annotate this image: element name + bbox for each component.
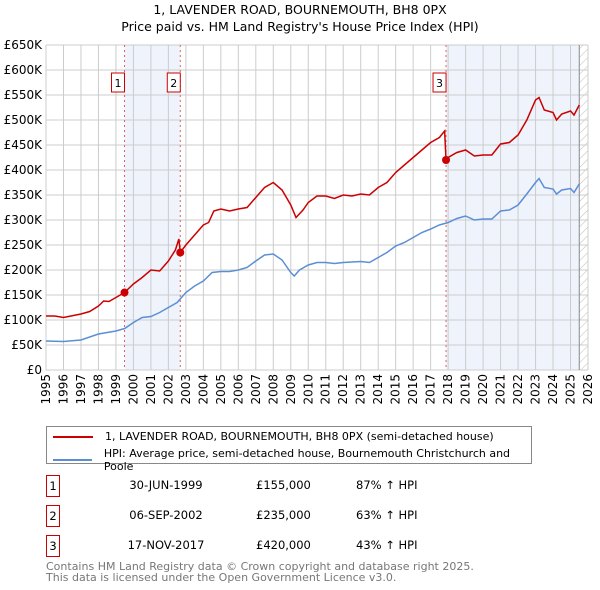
x-tick-label: 2022 <box>511 374 525 405</box>
x-tick-label: 2021 <box>494 374 508 405</box>
x-tick-label: 1996 <box>56 374 70 405</box>
transaction-price: £420,000 <box>256 538 311 552</box>
marker-label: 2 <box>170 77 177 90</box>
y-tick-label: £250K <box>4 238 44 252</box>
x-tick-label: 2001 <box>144 374 158 405</box>
transaction-row: 3 17-NOV-2017 £420,000 43% ↑ HPI <box>46 535 446 557</box>
x-tick-label: 2023 <box>529 374 543 405</box>
marker-badge: 2 <box>46 505 60 527</box>
x-tick-label: 2010 <box>301 374 315 405</box>
x-tick-label: 2003 <box>179 374 193 405</box>
marker-label: 1 <box>115 77 122 90</box>
price-chart: £0 £50K £100K £150K £200K £250K £300K £350K £400… <box>4 38 595 405</box>
y-tick-label: £450K <box>4 138 44 152</box>
transaction-hpi: 43% ↑ HPI <box>356 538 418 552</box>
x-tick-label: 1995 <box>39 374 53 405</box>
y-tick-label: £650K <box>4 38 44 52</box>
x-tick-label: 2018 <box>441 374 455 405</box>
y-tick-label: £100K <box>4 313 44 327</box>
x-tick-label: 2006 <box>231 374 245 405</box>
x-tick-label: 2011 <box>319 374 333 405</box>
y-tick-label: £500K <box>4 113 44 127</box>
legend: 1, LAVENDER ROAD, BOURNEMOUTH, BH8 0PX (… <box>46 426 532 473</box>
property-price-line <box>46 96 580 319</box>
y-tick-label: £550K <box>4 88 44 102</box>
legend-label: HPI: Average price, semi-detached house,… <box>103 447 511 473</box>
y-tick-label: £200K <box>4 263 44 277</box>
transaction-price: £155,000 <box>256 478 311 492</box>
x-tick-label: 2019 <box>459 374 473 405</box>
y-tick-label: £300K <box>4 213 44 227</box>
future-hatch <box>579 45 588 370</box>
transaction-date: 06-SEP-2002 <box>129 508 203 522</box>
x-tick-label: 2015 <box>389 374 403 405</box>
legend-swatch-blue <box>53 459 92 461</box>
y-tick-label: £0 <box>27 363 42 377</box>
x-tick-label: 2007 <box>249 374 263 405</box>
marker-badge: 1 <box>46 475 60 497</box>
legend-label: 1, LAVENDER ROAD, BOURNEMOUTH, BH8 0PX (… <box>105 430 494 443</box>
x-tick-label: 2014 <box>371 374 385 405</box>
y-tick-label: £400K <box>4 163 44 177</box>
x-tick-label: 1997 <box>74 374 88 405</box>
x-tick-label: 2017 <box>424 374 438 405</box>
x-tick-label: 2013 <box>354 374 368 405</box>
x-tick-label: 2024 <box>546 374 560 405</box>
marker-label-box <box>432 72 447 93</box>
transaction-price: £235,000 <box>256 508 311 522</box>
x-tick-label: 2009 <box>284 374 298 405</box>
y-tick-label: £350K <box>4 188 44 202</box>
x-tick-label: 2002 <box>161 374 175 405</box>
sale-marker-point <box>176 248 185 257</box>
chart-title: 1, LAVENDER ROAD, BOURNEMOUTH, BH8 0PX <box>153 2 447 17</box>
transaction-row: 2 06-SEP-2002 £235,000 63% ↑ HPI <box>46 505 446 527</box>
x-tick-label: 2026 <box>581 374 595 405</box>
marker-badge: 3 <box>46 535 60 557</box>
transaction-row: 1 30-JUN-1999 £155,000 87% ↑ HPI <box>46 475 446 497</box>
marker-label-box <box>111 72 126 93</box>
x-tick-label: 2016 <box>406 374 420 405</box>
transaction-date: 30-JUN-1999 <box>129 478 203 492</box>
transaction-hpi: 63% ↑ HPI <box>356 508 418 522</box>
x-tick-label: 2000 <box>126 374 140 405</box>
footer-copyright: Contains HM Land Registry data © Crown c… <box>46 560 474 573</box>
x-tick-label: 2012 <box>336 374 350 405</box>
sale-marker-point <box>120 288 129 297</box>
x-tick-label: 1998 <box>91 374 105 405</box>
footer-licence: This data is licensed under the Open Gov… <box>46 571 397 584</box>
y-tick-label: £50K <box>11 338 43 352</box>
sale-marker-point <box>442 156 451 164</box>
legend-item-property: 1, LAVENDER ROAD, BOURNEMOUTH, BH8 0PX (… <box>53 430 494 443</box>
y-tick-label: £150K <box>4 288 44 302</box>
x-tick-label: 2005 <box>214 374 228 405</box>
y-tick-label: £600K <box>4 63 44 77</box>
transaction-hpi: 87% ↑ HPI <box>356 478 418 492</box>
legend-swatch-red <box>53 435 93 438</box>
marker-label-box <box>166 72 181 93</box>
x-tick-label: 1999 <box>109 374 123 405</box>
chart-subtitle: Price paid vs. HM Land Registry's House … <box>121 19 479 34</box>
x-tick-label: 2008 <box>266 374 280 405</box>
x-tick-label: 2004 <box>196 374 210 405</box>
hpi-line <box>45 177 580 343</box>
x-tick-label: 2020 <box>476 374 490 405</box>
legend-item-hpi: HPI: Average price, semi-detached house,… <box>53 447 531 473</box>
marker-label: 3 <box>436 77 443 90</box>
x-tick-label: 2025 <box>564 374 578 405</box>
transaction-date: 17-NOV-2017 <box>127 538 205 552</box>
